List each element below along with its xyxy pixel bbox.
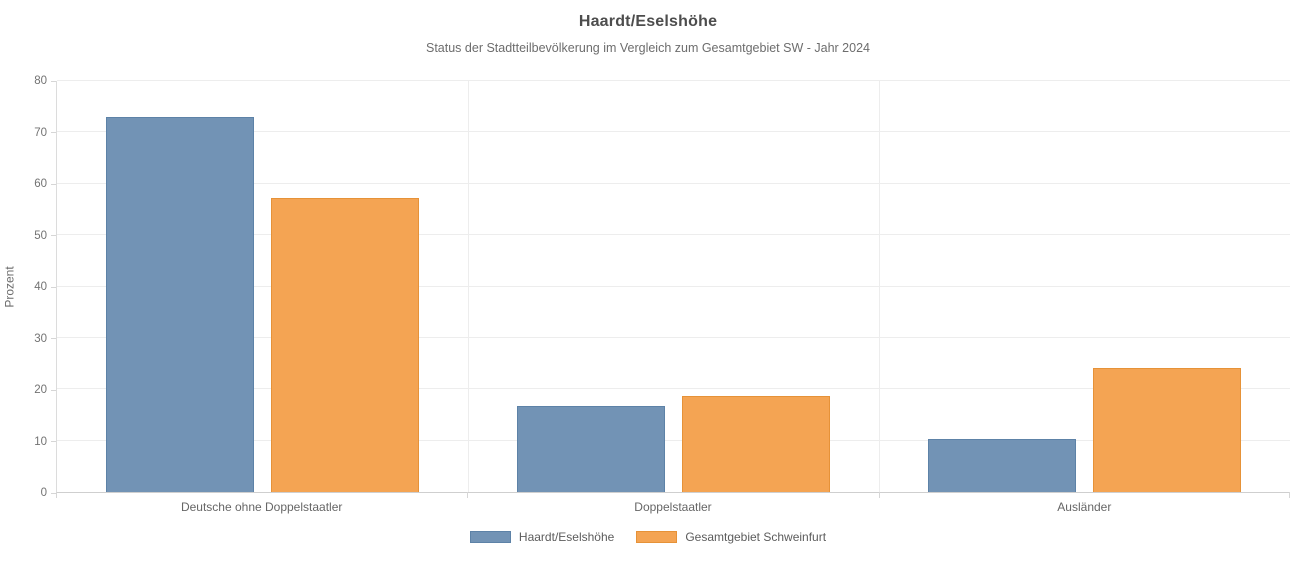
legend: Haardt/Eselshöhe Gesamtgebiet Schweinfurt (0, 530, 1296, 544)
y-axis: 0 10 20 30 40 50 60 70 80 (0, 75, 56, 499)
bar[interactable] (271, 198, 419, 492)
bar-group (879, 81, 1290, 492)
gridline (57, 234, 1290, 236)
bar[interactable] (928, 439, 1076, 492)
y-axis-tick-mark (51, 132, 56, 133)
y-axis-tick-mark (51, 492, 56, 494)
category-separator (879, 81, 880, 492)
y-axis-tick-label: 80 (34, 75, 47, 87)
y-axis-tick-label: 30 (34, 332, 47, 345)
gridline (57, 80, 1290, 81)
bar-group (468, 81, 879, 492)
y-axis-tick-label: 10 (34, 435, 47, 448)
gridline (57, 439, 1290, 441)
chart-subtitle: Status der Stadtteilbevölkerung im Vergl… (426, 41, 870, 55)
x-axis-label: Deutsche ohne Doppelstaatler (180, 500, 343, 514)
y-axis-tick-mark (51, 441, 56, 442)
y-axis-tick-label: 0 (40, 487, 47, 499)
gridline (57, 285, 1290, 287)
chart-title: Haardt/Eselshöhe (578, 13, 718, 30)
gridline (57, 388, 1290, 390)
y-axis-tick-label: 50 (34, 229, 47, 242)
legend-swatch (636, 531, 678, 543)
bar[interactable] (517, 406, 665, 492)
gridline (57, 182, 1290, 184)
bar[interactable] (682, 395, 830, 492)
x-axis-labels: Deutsche ohne Doppelstaatler Doppelstaatl… (56, 500, 1290, 514)
legend-label: Haardt/Eselshöhe (518, 530, 615, 544)
y-axis-tick-mark (51, 235, 56, 236)
legend-swatch (469, 531, 511, 543)
x-axis-label: Doppelstaatler (634, 500, 712, 514)
bar-groups (57, 81, 1290, 492)
y-axis-tick-label: 40 (34, 281, 47, 293)
plot-area (56, 80, 1290, 493)
y-axis-tick-mark (51, 183, 56, 185)
bar[interactable] (1093, 368, 1241, 492)
legend-item[interactable]: Haardt/Eselshöhe (469, 530, 615, 544)
category-separator (468, 81, 469, 492)
x-axis-label: Ausländer (1057, 500, 1112, 514)
bar-group (57, 81, 468, 492)
y-axis-tick-label: 70 (34, 126, 47, 139)
y-axis-tick-mark (51, 338, 56, 339)
gridline (57, 131, 1290, 133)
legend-item[interactable]: Gesamtgebiet Schweinfurt (636, 530, 826, 544)
y-axis-tick-mark (51, 80, 56, 82)
y-axis-tick-mark (51, 389, 56, 391)
bar[interactable] (106, 116, 254, 492)
gridline (57, 336, 1290, 338)
y-axis-tick-label: 60 (34, 178, 47, 190)
y-axis-tick-mark (51, 286, 56, 288)
legend-label: Gesamtgebiet Schweinfurt (685, 530, 827, 544)
y-axis-tick-label: 20 (34, 384, 47, 396)
